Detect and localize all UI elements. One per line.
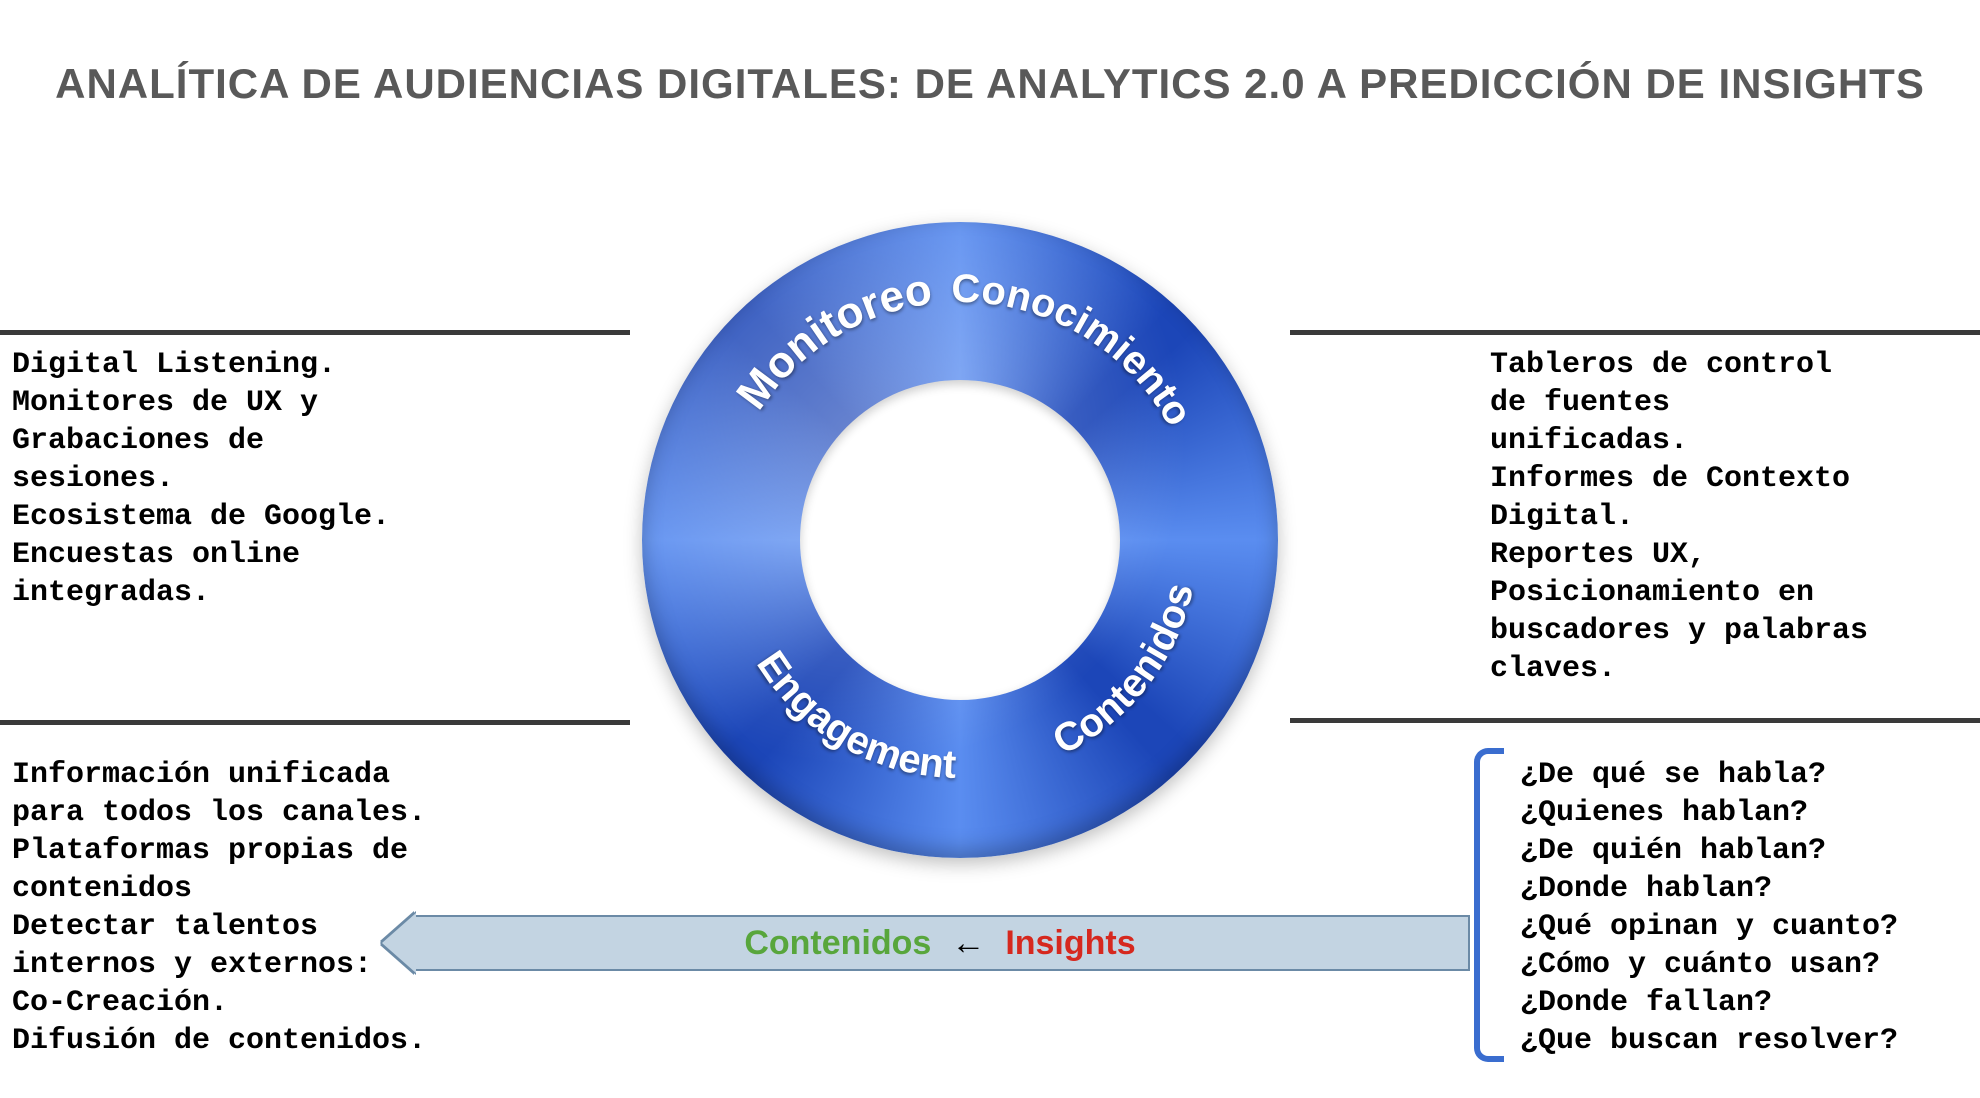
quadrant-top-right: Tableros de control de fuentes unificada…: [1490, 346, 1970, 688]
arrow-label-left: Contenidos: [744, 924, 931, 963]
quadrant-bottom-right: ¿De qué se habla? ¿Quienes hablan? ¿De q…: [1520, 756, 1980, 1060]
arrow-label-right: Insights: [1005, 924, 1135, 963]
contents-insights-arrow: Contenidos ← Insights: [410, 915, 1470, 971]
divider-top-left: [0, 330, 630, 335]
arrow-head-icon: [382, 913, 416, 973]
divider-bottom-right: [1290, 718, 1980, 723]
quadrant-top-left: Digital Listening. Monitores de UX y Gra…: [12, 346, 512, 612]
bracket-accent: [1474, 748, 1504, 1062]
divider-top-right: [1290, 330, 1980, 335]
divider-bottom-left: [0, 720, 630, 725]
cycle-ring: [642, 222, 1278, 858]
quadrant-bottom-left: Información unificada para todos los can…: [12, 756, 512, 1060]
page-title: ANALÍTICA DE AUDIENCIAS DIGITALES: DE AN…: [0, 60, 1980, 108]
cycle-ring-hole: [800, 380, 1120, 700]
arrow-glyph-icon: ←: [951, 924, 985, 963]
